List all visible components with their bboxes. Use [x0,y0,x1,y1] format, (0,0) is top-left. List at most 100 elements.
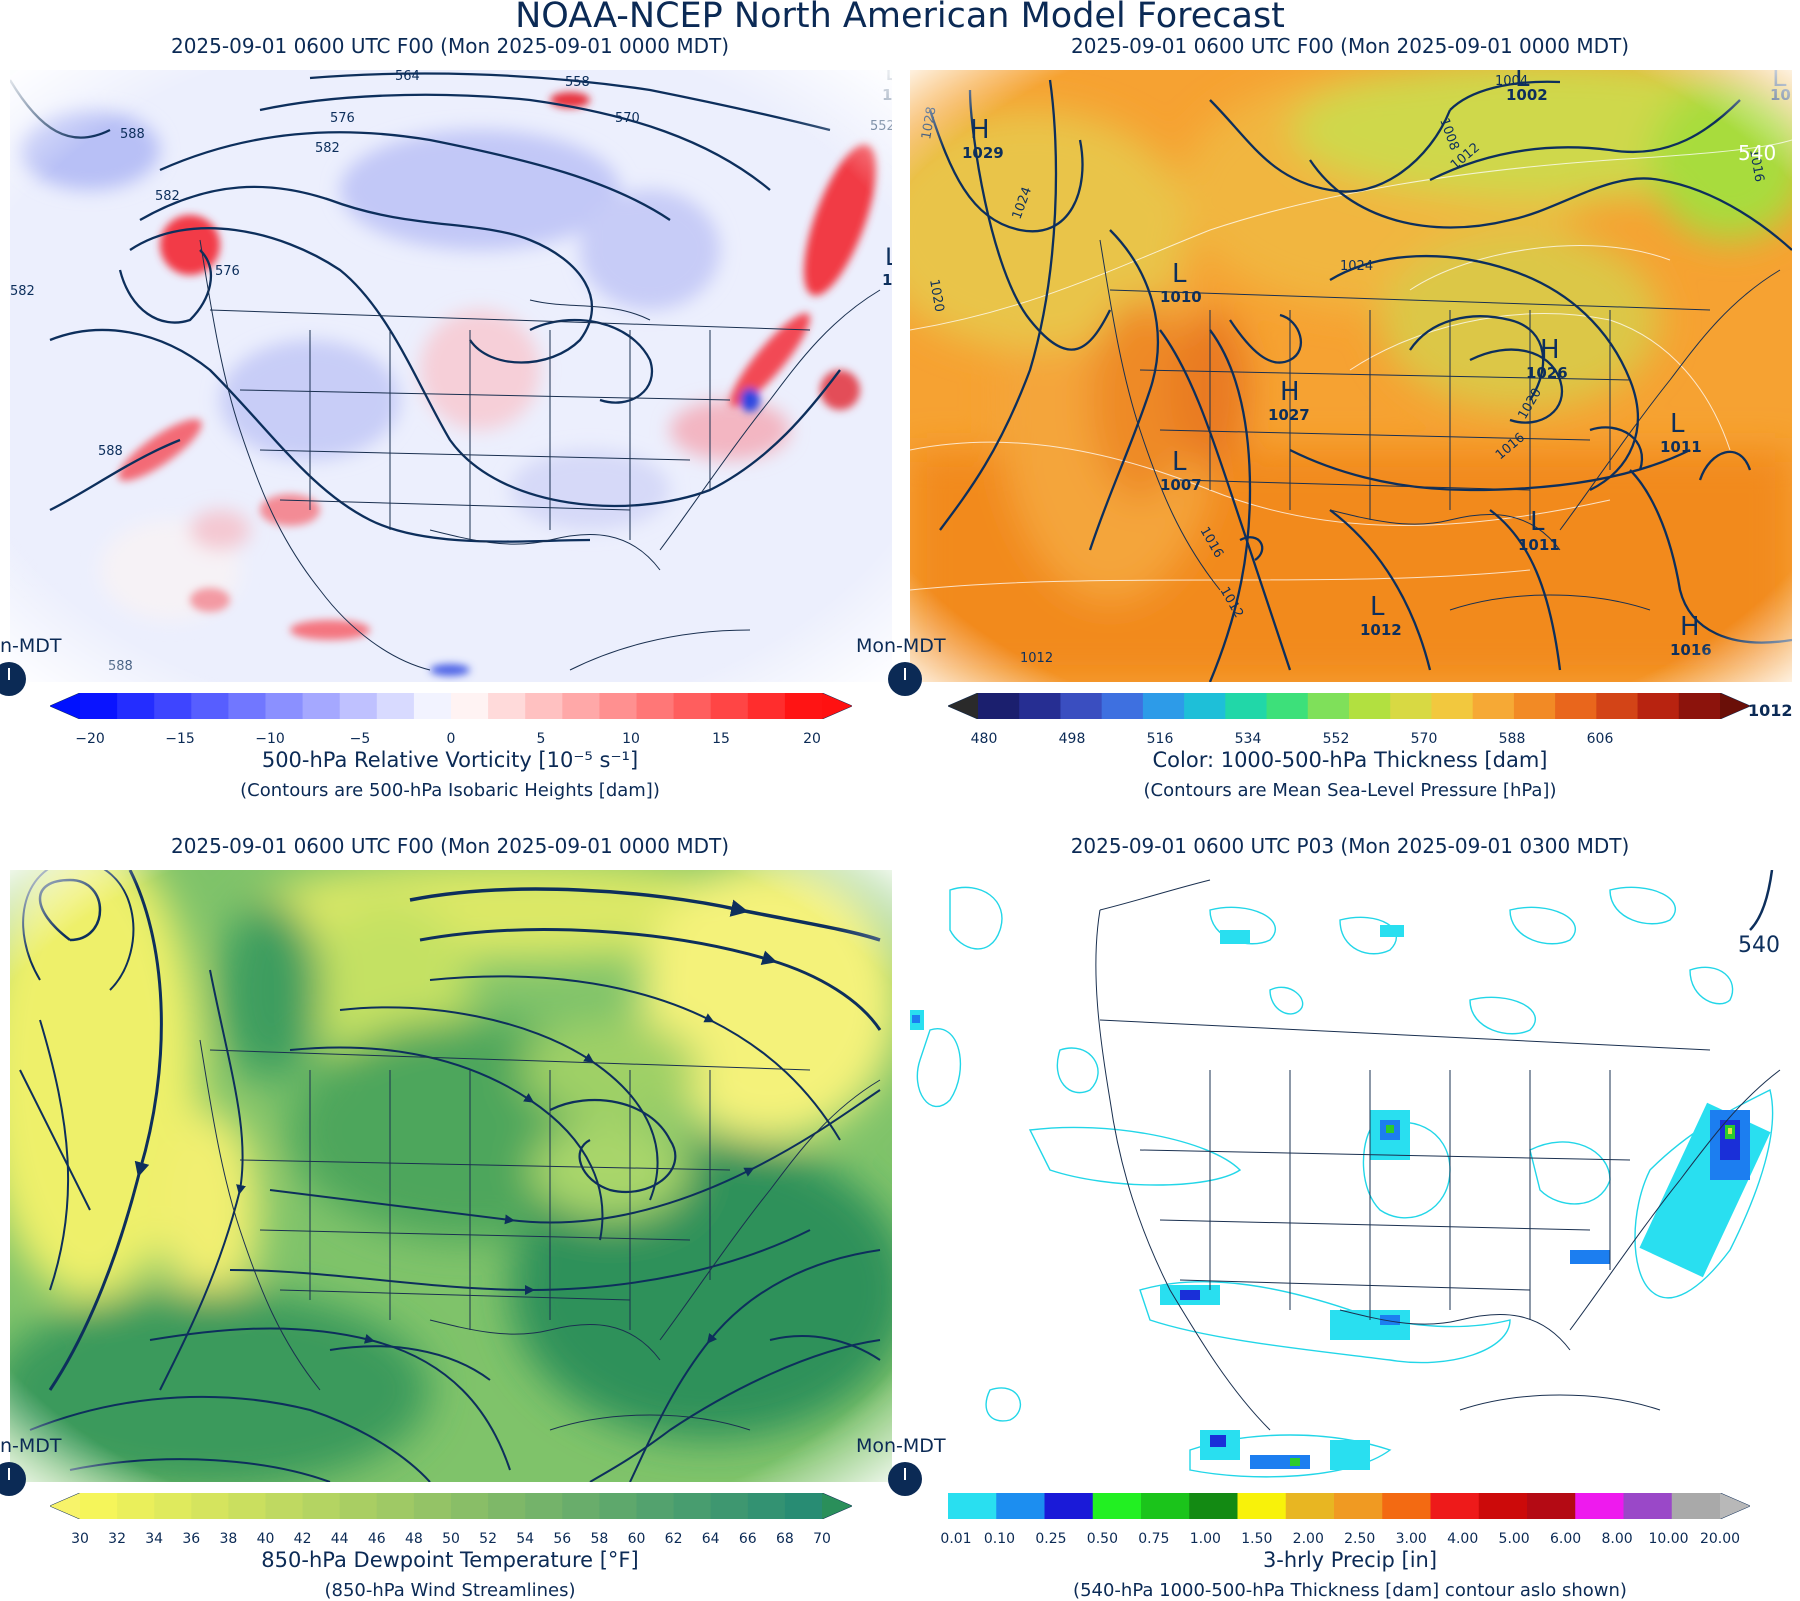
tick-label: 70 [813,1531,831,1547]
colorbar-segment [1266,693,1309,719]
colorbar-segment [747,693,786,719]
panel-vorticity: 2025-09-01 0600 UTC F00 (Mon 2025-09-01 … [0,0,900,801]
colorbar-caption: 500-hPa Relative Vorticity [10⁻⁵ s⁻¹] [261,748,639,772]
colorbar-segment [228,693,266,719]
tick-label: −20 [75,731,105,747]
tick-label: 588 [1498,731,1526,747]
colorbar-segment [1044,1493,1094,1519]
colorbar-segment [1101,693,1144,719]
colorbar-segment [154,693,192,719]
dewpoint-map [10,870,892,1482]
colorbar-segment [562,1493,600,1519]
colorbar-segment [1527,1493,1576,1519]
colorbar-segment [1382,1493,1431,1519]
colorbar-segment [599,1493,637,1519]
colorbar-segment [1349,693,1391,719]
contour-caption: (850-hPa Wind Streamlines) [324,1580,576,1601]
clock-icon [888,1462,922,1496]
colorbar-segment [265,693,304,719]
tick-label: 1.00 [1189,1531,1221,1547]
page-title: NOAA-NCEP North American Model Forecast [515,0,1285,36]
tick-label: 42 [293,1531,312,1547]
colorbar-under-arrow [50,693,80,719]
colorbar-caption: Color: 1000-500-hPa Thickness [dam] [1152,748,1548,772]
tick-label: 10 [622,731,640,747]
colorbar-segment [525,693,563,719]
colorbar-segment [1307,693,1350,719]
tick-label: 6.00 [1550,1531,1582,1547]
thickness-map: 1028 1024 1020 1004 1008 1012 1016 1016 … [910,70,1792,682]
colorbar-segment [117,1493,155,1519]
colorbar-segment [1184,693,1226,719]
colorbar-segment [1334,1493,1383,1519]
tick-label: 62 [664,1531,683,1547]
colorbar-segment [636,693,675,719]
colorbar-segment [673,1493,712,1519]
colorbar-segment [784,1493,823,1519]
colorbar [50,1493,852,1519]
colorbar-segment [1225,693,1268,719]
colorbar-segment [1575,1493,1624,1519]
colorbar-segment [80,1493,118,1519]
colorbar-over-arrow [1720,1493,1750,1519]
panel-thickness: 2025-09-01 0600 UTC F00 (Mon 2025-09-01 … [856,0,1800,801]
time-label: Mon-MDT [856,1435,946,1457]
colorbar-caption: 850-hPa Dewpoint Temperature [°F] [261,1548,639,1572]
panel-precip: 2025-09-01 0600 UTC P03 (Mon 2025-09-01 … [856,800,1800,1601]
tick-label: 58 [590,1531,609,1547]
colorbar-segment [784,693,823,719]
contour-label: 540 [1738,933,1780,958]
colorbar-end-label: 1012 [1748,701,1793,720]
time-label: n-MDT [0,635,62,657]
tick-label: 38 [219,1531,238,1547]
colorbar-segment [376,1493,415,1519]
colorbar-segment [1060,693,1103,719]
colorbar-segment [1189,1493,1238,1519]
time-label: Mon-MDT [856,635,946,657]
clock-icon [0,662,26,696]
colorbar-ticks: 480 498 516 534 552 570 588 606 [948,731,1750,751]
contour-caption: (Contours are Mean Sea-Level Pressure [h… [1143,780,1557,801]
panel-title: 2025-09-01 0600 UTC F00 (Mon 2025-09-01 … [1070,34,1629,58]
colorbar-segment [1390,693,1432,719]
tick-label: 10.00 [1648,1531,1689,1547]
colorbar-segment [117,693,155,719]
colorbar-ticks: 30 32 34 36 38 40 42 44 46 48 50 52 54 56 58 60 62 64 66 68… [50,1531,852,1551]
colorbar-segment [1472,693,1515,719]
tick-label: 570 [1410,731,1438,747]
tick-label: 5 [536,731,546,747]
colorbar-segment [948,1493,997,1519]
colorbar-segment [265,1493,304,1519]
panel-dewpoint: 2025-09-01 0600 UTC F00 (Mon 2025-09-01 … [0,800,900,1601]
tick-label: 2.00 [1292,1531,1324,1547]
colorbar [948,693,1750,719]
colorbar-segment [154,1493,192,1519]
tick-label: 40 [256,1531,275,1547]
colorbar-segment [599,693,637,719]
colorbar-segment [996,1493,1045,1519]
colorbar-segment [191,1493,229,1519]
tick-label: 66 [738,1531,757,1547]
colorbar-caption: 3-hrly Precip [in] [1262,1548,1438,1572]
colorbar [50,693,852,719]
colorbar-segment [747,1493,786,1519]
tick-label: 480 [970,731,998,747]
tick-label: 552 [1322,731,1350,747]
tick-label: 54 [516,1531,535,1547]
tick-label: −5 [349,731,371,747]
colorbar-segment [1285,1493,1335,1519]
tick-label: 0 [446,731,456,747]
tick-label: 4.00 [1447,1531,1479,1547]
colorbar-segment [1623,1493,1673,1519]
colorbar-segment [339,693,378,719]
colorbar-segment [1092,1493,1142,1519]
tick-label: 20.00 [1699,1531,1741,1547]
tick-label: 1.50 [1241,1531,1273,1547]
colorbar-segment [80,693,118,719]
tick-label: 0.50 [1086,1531,1118,1547]
colorbar-over-arrow [822,693,852,719]
tick-label: 64 [701,1531,720,1547]
tick-label: 48 [404,1531,423,1547]
colorbar-segment [1637,693,1680,719]
colorbar-segment [191,693,229,719]
